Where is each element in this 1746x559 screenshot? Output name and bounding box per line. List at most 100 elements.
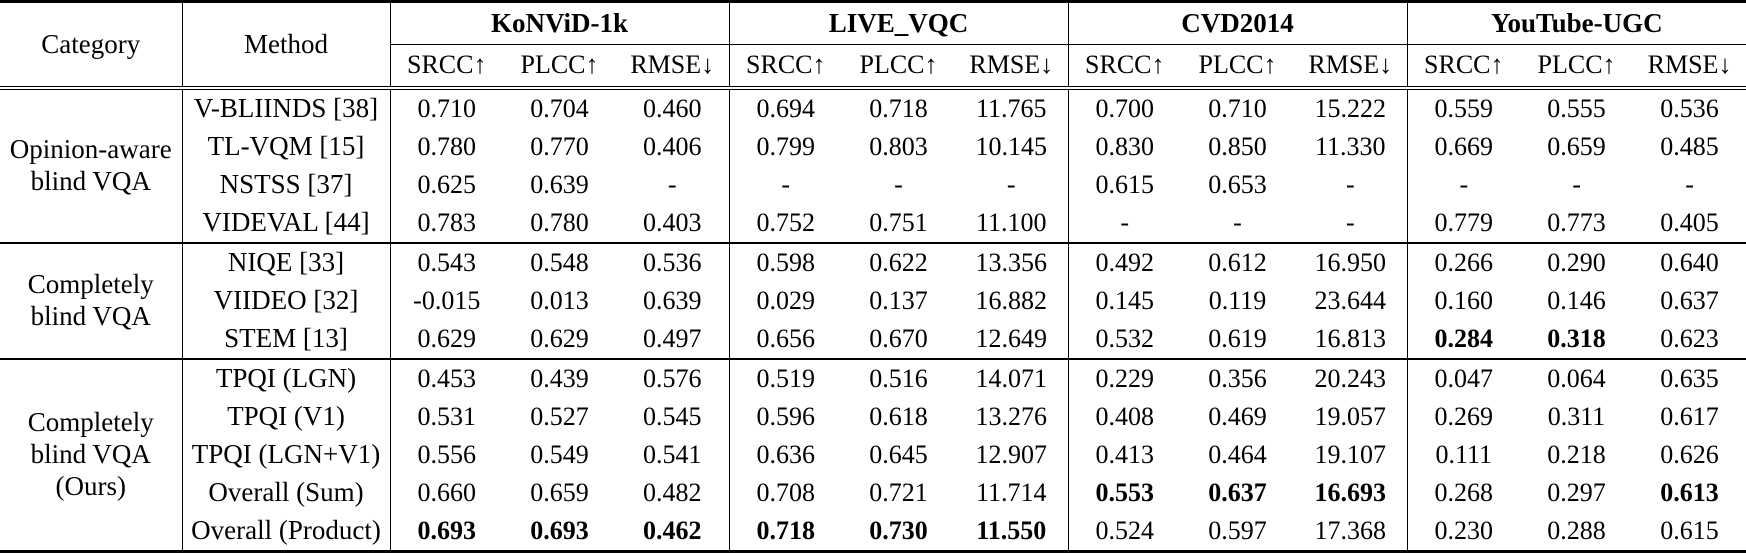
- value-cell: 0.311: [1547, 401, 1606, 431]
- value-cell: 0.290: [1547, 247, 1606, 277]
- value-cell: 0.119: [1208, 285, 1267, 315]
- value-cell: 0.710: [417, 93, 477, 123]
- value-cell: 0.469: [1208, 401, 1267, 431]
- value-cell: 0.269: [1434, 401, 1494, 431]
- value-cell: -: [781, 169, 791, 199]
- table-row: STEM [13] 0.629 0.629 0.497 0.656 0.670 12.649…: [0, 320, 1746, 359]
- method-group-2: Completely blind VQA (Ours) TPQI (LGN) 0.4…: [0, 359, 1746, 552]
- method-cell: Overall (Sum): [182, 474, 391, 512]
- value-cell: 16.882: [955, 282, 1069, 320]
- value-cell: 15.222: [1294, 88, 1408, 128]
- value-cell: 0.230: [1434, 515, 1494, 545]
- value-cell: 13.356: [955, 243, 1069, 282]
- metric-header-row: SRCC↑ PLCC↑ RMSE↓ SRCC↑ PLCC↑ RMSE↓ SRCC…: [0, 44, 1746, 88]
- value-cell: 0.622: [869, 247, 928, 277]
- metric-header-rmse: RMSE↓: [1294, 44, 1408, 88]
- dataset-header-cvd2014: CVD2014: [1068, 1, 1408, 45]
- value-cell: 0.645: [869, 439, 928, 469]
- value-cell: 0.559: [1434, 93, 1494, 123]
- value-cell: 0.556: [417, 439, 477, 469]
- value-cell: 0.266: [1434, 247, 1494, 277]
- value-cell: 0.356: [1208, 363, 1267, 393]
- method-cell: NSTSS [37]: [182, 166, 391, 204]
- value-cell: 0.555: [1547, 93, 1606, 123]
- value-cell: 0.536: [1660, 93, 1719, 123]
- category-cell: Completely blind VQA: [0, 243, 183, 359]
- value-cell: 0.524: [1095, 515, 1155, 545]
- method-cell: TPQI (V1): [182, 398, 391, 436]
- value-cell: 0.615: [1095, 169, 1155, 199]
- value-cell: 0.439: [530, 363, 589, 393]
- value-cell: 0.639: [616, 282, 730, 320]
- value-cell: 0.718: [756, 515, 816, 545]
- value-cell: 0.318: [1547, 323, 1606, 353]
- value-cell: 0.619: [1208, 323, 1267, 353]
- method-group-0: Opinion-aware blind VQA V-BLIINDS [38] 0.7…: [0, 88, 1746, 243]
- method-cell: V-BLIINDS [38]: [182, 88, 391, 128]
- value-cell: 0.543: [417, 247, 477, 277]
- value-cell: -: [1294, 204, 1408, 243]
- value-cell: 0.629: [530, 323, 589, 353]
- value-cell: 0.460: [616, 88, 730, 128]
- method-cell: TPQI (LGN+V1): [182, 436, 391, 474]
- table-row: NSTSS [37] 0.625 0.639- - - -0.615 0.653- - - -: [0, 166, 1746, 204]
- value-cell: 0.660: [417, 477, 477, 507]
- method-cell: STEM [13]: [182, 320, 391, 359]
- value-cell: 0.718: [869, 93, 928, 123]
- table-row: Opinion-aware blind VQA V-BLIINDS [38] 0.7…: [0, 88, 1746, 243]
- method-cell: VIIDEO [32]: [182, 282, 391, 320]
- value-cell: -: [1233, 207, 1242, 237]
- value-cell: 0.617: [1660, 401, 1719, 431]
- value-cell: 0.516: [869, 363, 928, 393]
- metric-header-plcc: PLCC↑: [1198, 50, 1277, 80]
- metric-header-rmse: RMSE↓: [955, 44, 1069, 88]
- value-cell: 0.752: [756, 207, 816, 237]
- value-cell: 0.637: [1660, 285, 1719, 315]
- value-cell: 0.064: [1547, 363, 1606, 393]
- value-cell: 0.656: [756, 323, 816, 353]
- table-row: Completely blind VQA NIQE [33] 0.543 0.548 0…: [0, 243, 1746, 359]
- value-cell: 0.596: [756, 401, 816, 431]
- value-cell: 12.907: [955, 436, 1069, 474]
- metric-header-rmse: RMSE↓: [1647, 50, 1732, 80]
- value-cell: 0.653: [1208, 169, 1267, 199]
- value-cell: 23.644: [1294, 282, 1408, 320]
- value-cell: -: [1572, 169, 1581, 199]
- metric-header-plcc: PLCC↑: [859, 50, 938, 80]
- method-cell: TL-VQM [15]: [182, 128, 391, 166]
- value-cell: 0.482: [616, 474, 730, 512]
- method-group-1: Completely blind VQA NIQE [33] 0.543 0.548 0…: [0, 243, 1746, 359]
- value-cell: -0.015: [413, 285, 481, 315]
- category-cell: Opinion-aware blind VQA: [0, 88, 183, 243]
- value-cell: 0.694: [756, 93, 816, 123]
- table-row: Overall (Product) 0.693 0.693 0.462 0.718 0.7…: [0, 512, 1746, 552]
- value-cell: -: [1120, 207, 1130, 237]
- value-cell: 11.714: [955, 474, 1069, 512]
- method-cell: NIQE [33]: [182, 243, 391, 282]
- value-cell: 0.799: [756, 131, 816, 161]
- value-cell: 0.637: [1208, 477, 1267, 507]
- value-cell: 0.527: [530, 401, 589, 431]
- metric-header-plcc: PLCC↑: [520, 50, 599, 80]
- value-cell: 0.111: [1435, 439, 1493, 469]
- value-cell: 16.693: [1294, 474, 1408, 512]
- table-row: TL-VQM [15] 0.780 0.770 0.406 0.799 0.803 10.1…: [0, 128, 1746, 166]
- value-cell: 16.813: [1294, 320, 1408, 359]
- value-cell: 20.243: [1294, 359, 1408, 398]
- value-cell: 0.830: [1095, 131, 1155, 161]
- value-cell: 0.013: [530, 285, 589, 315]
- value-cell: 0.615: [1660, 515, 1719, 545]
- value-cell: 11.550: [955, 512, 1069, 552]
- dataset-header-konvid-1k: KoNViD-1k: [390, 1, 730, 45]
- value-cell: 0.626: [1660, 439, 1719, 469]
- value-cell: 0.779: [1434, 207, 1494, 237]
- value-cell: 0.783: [417, 207, 477, 237]
- value-cell: 0.708: [756, 477, 816, 507]
- metric-header-srcc: SRCC↑: [407, 50, 487, 80]
- value-cell: 0.659: [530, 477, 589, 507]
- value-cell: 0.780: [530, 207, 589, 237]
- value-cell: 0.548: [530, 247, 589, 277]
- value-cell: 0.268: [1434, 477, 1494, 507]
- value-cell: 0.145: [1095, 285, 1155, 315]
